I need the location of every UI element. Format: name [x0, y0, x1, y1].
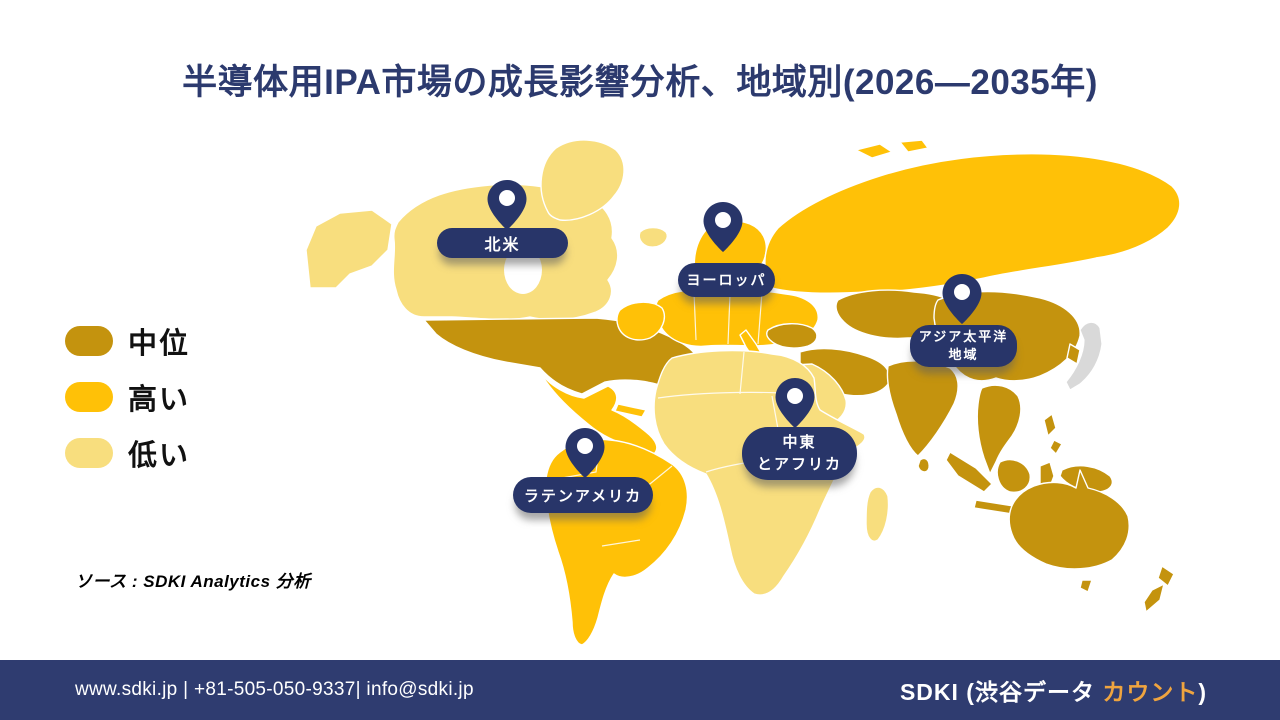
legend-label-low: 低い [128, 440, 191, 472]
landmass-alaska [305, 209, 393, 289]
footer-brand-suffix: ) [1198, 679, 1207, 705]
region-label-latin-america: ラテンアメリカ [513, 477, 653, 513]
map-pin-latin-america-icon [565, 428, 605, 478]
region-label-text: ヨーロッパ [686, 272, 767, 288]
footer-brand-prefix: SDKI (渋谷データ [899, 679, 1103, 705]
region-label-middle-east-africa: 中東 とアフリカ [742, 427, 857, 480]
page-title: 半導体用IPA市場の成長影響分析、地域別(2026—2035年) [182, 63, 1098, 102]
landmass-novaya-zemlya [899, 139, 929, 153]
footer-contact-text: www.sdki.jp | +81-505-050-9337| info@sdk… [75, 679, 474, 700]
legend-swatch-medium [65, 326, 113, 356]
landmass-greenland [540, 139, 625, 221]
legend-swatch-high [65, 382, 113, 412]
map-pin-middle-east-africa-icon [775, 378, 815, 428]
map-pin-north-america-icon [487, 180, 527, 230]
legend-item-medium: 中位 [65, 320, 190, 362]
landmass-japan [1065, 321, 1103, 391]
footer-bar: www.sdki.jp | +81-505-050-9337| info@sdk… [0, 660, 1280, 720]
map-pin-asia-pacific-icon [942, 274, 982, 324]
landmass-svalbard [855, 143, 893, 159]
landmass-korea [1066, 343, 1081, 365]
legend-label-high: 高い [128, 384, 191, 416]
landmass-sumatra [945, 451, 993, 493]
hudson-bay [504, 246, 542, 294]
landmass-madagascar [865, 486, 890, 542]
landmass-turkey [765, 323, 818, 349]
region-label-text: 中東 [782, 433, 817, 451]
source-note: ソース : SDKI Analytics 分析 [75, 572, 311, 591]
legend-label-medium: 中位 [128, 328, 191, 360]
legend-item-high: 高い [65, 376, 190, 418]
region-label-europe: ヨーロッパ [678, 263, 775, 297]
landmass-sri-lanka [917, 457, 930, 473]
landmass-philippines [1043, 413, 1063, 455]
footer-brand-highlight: カウント [1102, 679, 1199, 705]
landmass-java [973, 499, 1015, 515]
legend: 中位 高い 低い [65, 320, 190, 488]
region-label-text: アジア太平洋 [918, 329, 1009, 345]
landmass-mexico-central-america [539, 371, 658, 455]
landmass-india [886, 360, 959, 457]
region-label-text: 北米 [484, 237, 521, 254]
landmass-cuba [614, 403, 647, 418]
region-label-asia-pacific: アジア太平洋 地域 [910, 325, 1017, 367]
landmass-russia [764, 153, 1181, 294]
legend-item-low: 低い [65, 432, 190, 474]
footer-brand: SDKI (渋谷データ カウント) [900, 673, 1207, 707]
region-label-text: とアフリカ [756, 455, 842, 473]
landmass-tasmania [1079, 579, 1093, 593]
europe-borders [693, 291, 763, 345]
landmass-new-zealand [1143, 565, 1175, 613]
landmass-iberia [616, 301, 666, 341]
landmass-borneo [996, 458, 1031, 493]
landmass-indochina [976, 384, 1022, 475]
region-label-north-america: 北米 [437, 228, 568, 258]
region-label-text: ラテンアメリカ [523, 487, 643, 505]
legend-swatch-low [65, 438, 113, 468]
landmass-australia [1008, 469, 1130, 570]
region-label-text: 地域 [948, 347, 979, 362]
landmass-iceland [638, 226, 668, 248]
map-pin-europe-icon [703, 202, 743, 252]
